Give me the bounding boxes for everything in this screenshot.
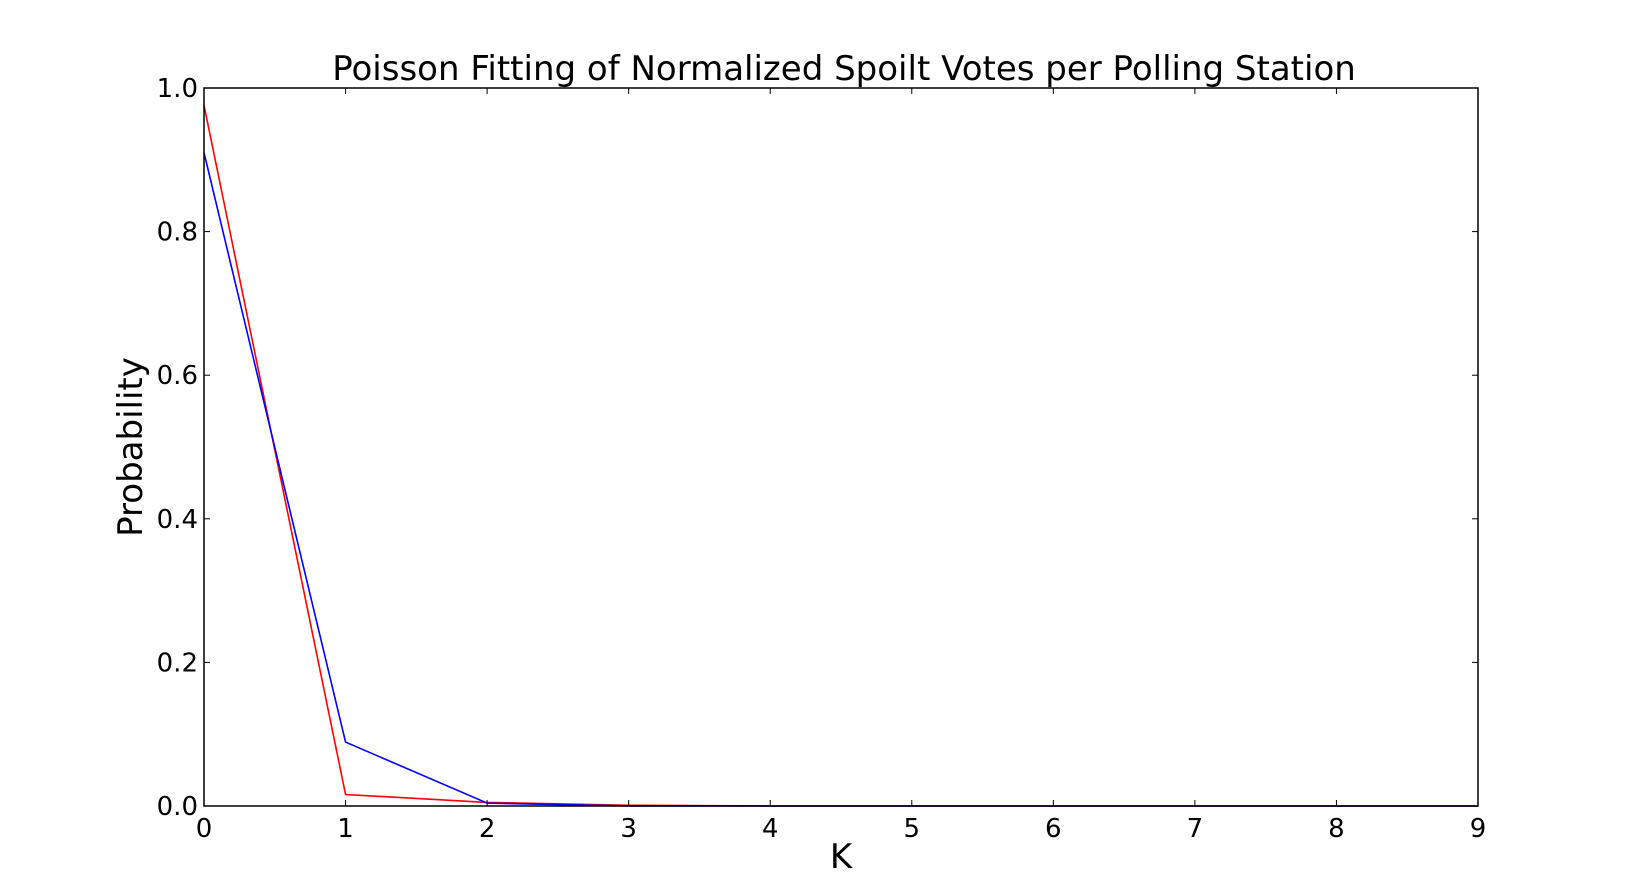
y-tick-label: 0.4 bbox=[157, 505, 198, 535]
y-axis-label: Probability bbox=[111, 357, 151, 537]
x-tick-label: 8 bbox=[1328, 814, 1345, 844]
x-tick-label: 4 bbox=[762, 814, 779, 844]
x-tick-label: 9 bbox=[1470, 814, 1487, 844]
x-tick-label: 6 bbox=[1045, 814, 1062, 844]
axes-frame bbox=[203, 87, 1479, 807]
y-tick-label: 0.2 bbox=[157, 648, 198, 678]
ticks-layer: 0 1 2 3 4 5 6 7 8 9 0.0 0.2 0.4 0.6 0.8 1.0 bbox=[157, 74, 1487, 844]
x-axis-label: K bbox=[830, 837, 854, 877]
x-tick-label: 7 bbox=[1187, 814, 1204, 844]
y-tick-label: 0.0 bbox=[157, 792, 198, 822]
chart-title: Poisson Fitting of Normalized Spoilt Vot… bbox=[332, 49, 1356, 89]
x-tick-label: 1 bbox=[337, 814, 354, 844]
y-tick-label: 0.6 bbox=[157, 361, 198, 391]
y-tick-label: 0.8 bbox=[157, 218, 198, 248]
x-tick-label: 0 bbox=[196, 814, 213, 844]
plot-area: 0 1 2 3 4 5 6 7 8 9 0.0 0.2 0.4 0.6 0.8 1.0 bbox=[157, 74, 1487, 844]
x-tick-label: 3 bbox=[620, 814, 637, 844]
x-tick-label: 5 bbox=[904, 814, 921, 844]
y-tick-label: 1.0 bbox=[157, 74, 198, 104]
x-tick-label: 2 bbox=[479, 814, 496, 844]
